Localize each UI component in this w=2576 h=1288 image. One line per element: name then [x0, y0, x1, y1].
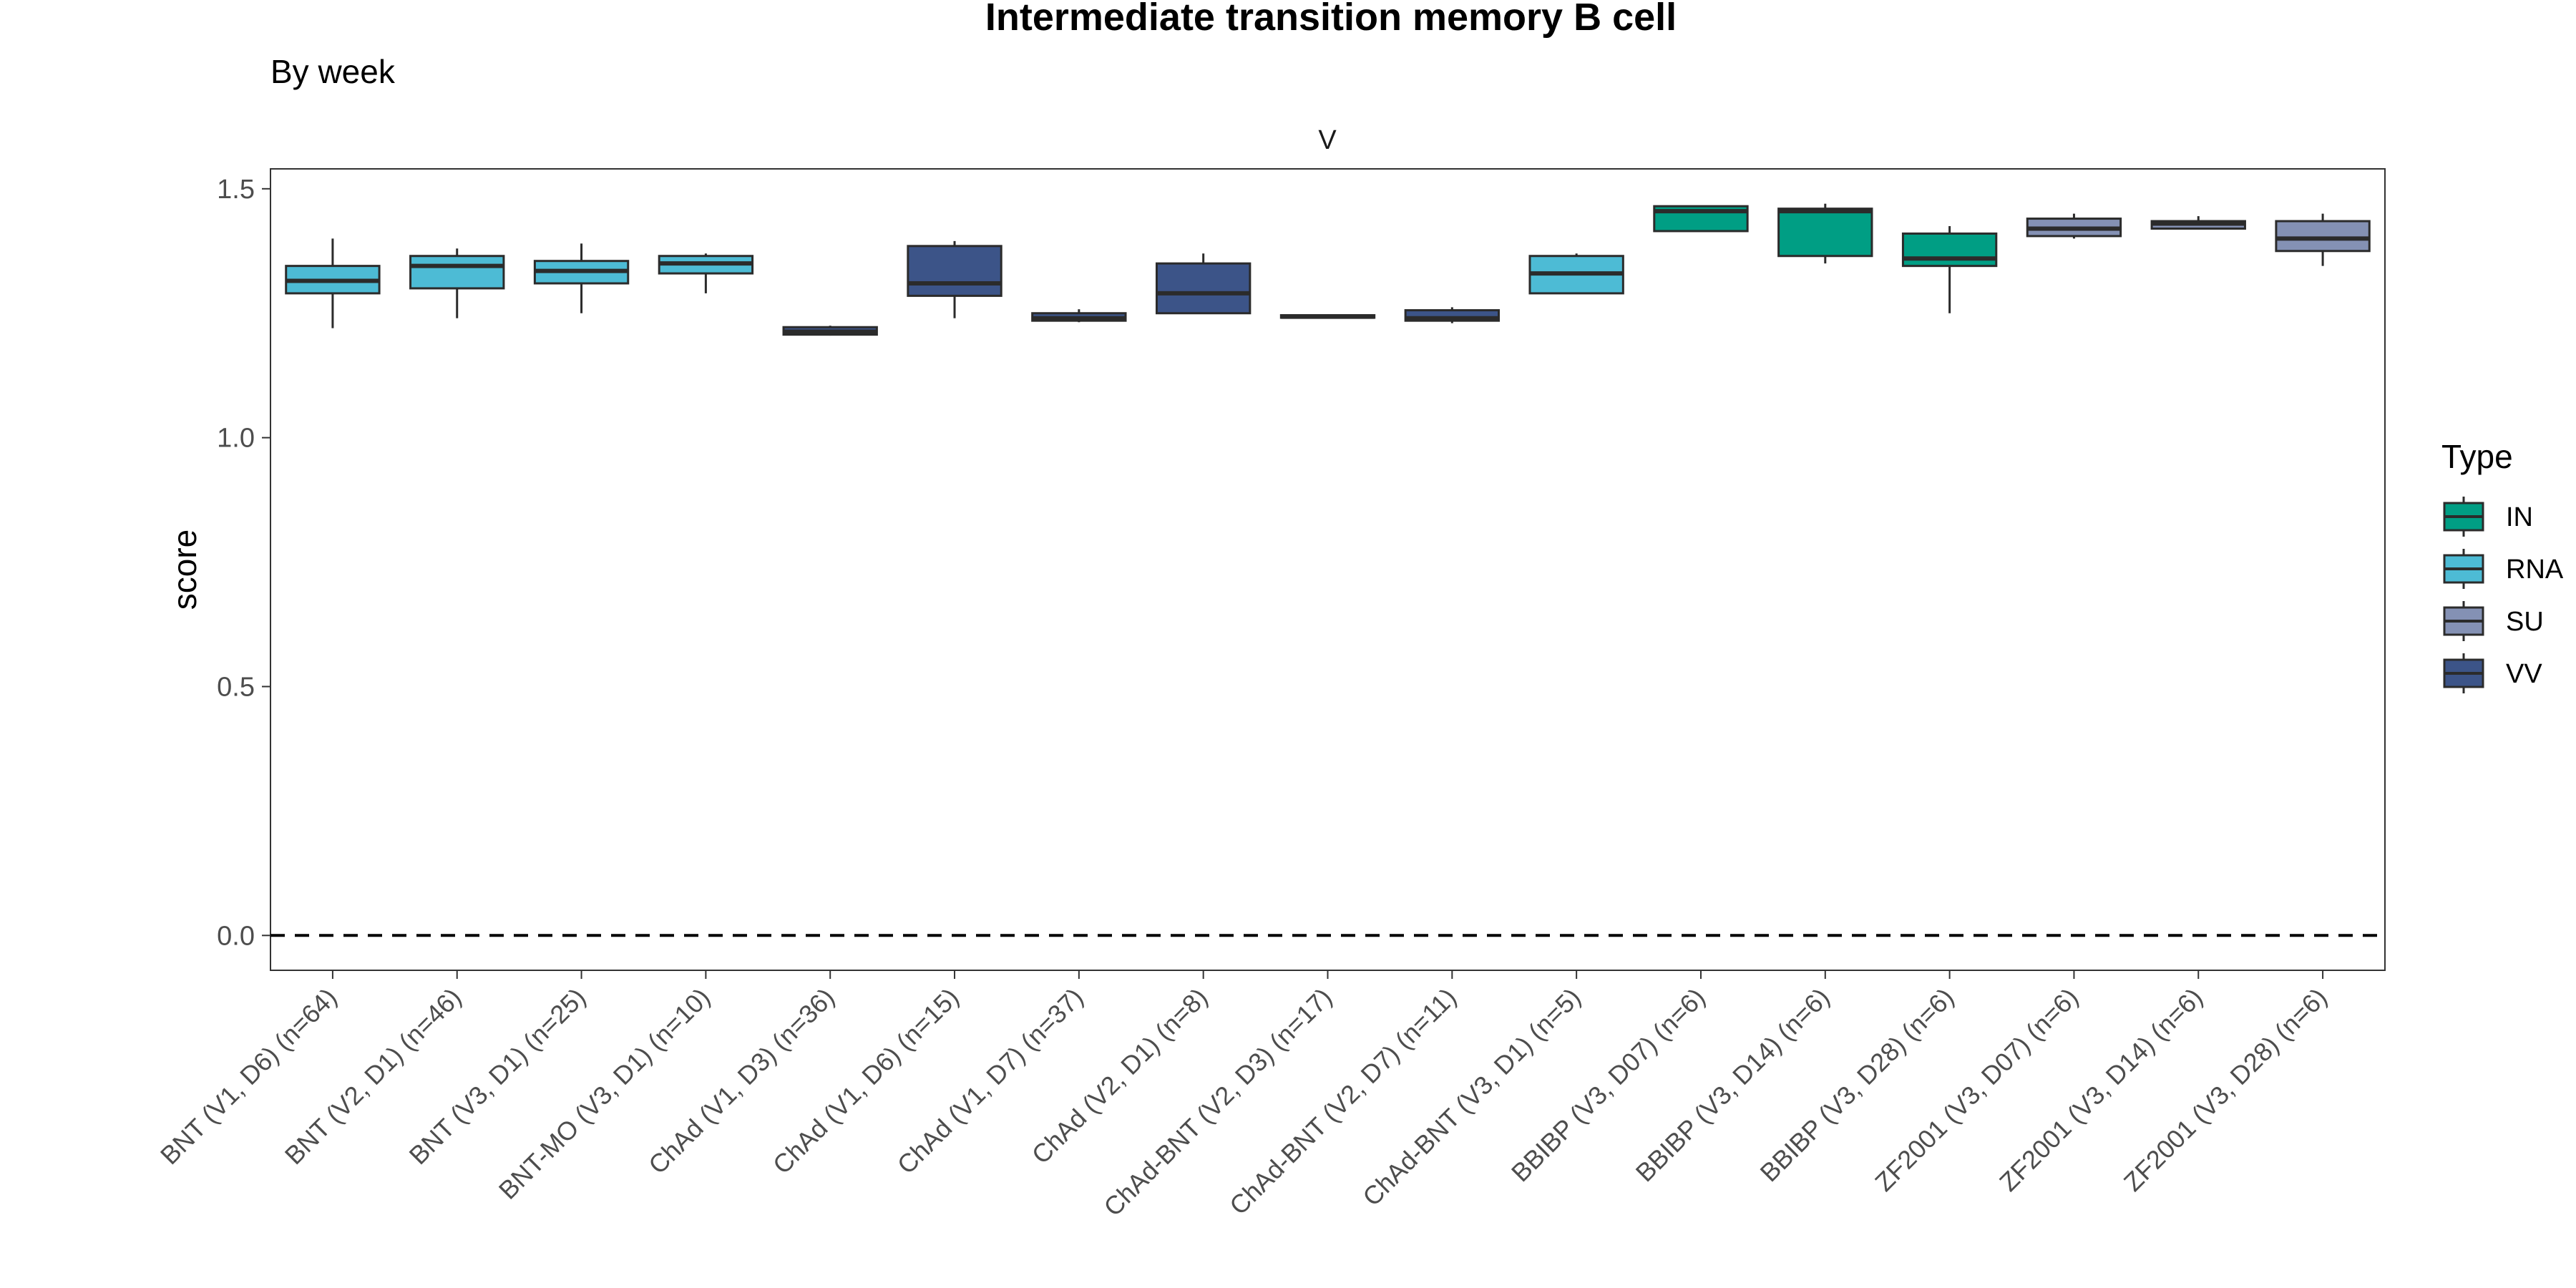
box-iqr [1901, 232, 1998, 268]
boxplots [285, 203, 2371, 336]
boxplot [1031, 309, 1127, 323]
x-tick-label: ZF2001 (V3, D07) (n=6) [1869, 982, 2084, 1197]
facet-strip-label: V [1318, 125, 1337, 155]
x-tick-label: ZF2001 (V3, D28) (n=6) [2118, 982, 2333, 1197]
legend-label: IN [2506, 502, 2533, 532]
x-tick-label: ChAd-BNT (V3, D1) (n=5) [1357, 982, 1586, 1212]
chart-subtitle: By week [270, 53, 396, 90]
boxplot [907, 240, 1002, 318]
boxplot [1901, 226, 1998, 313]
legend-label: VV [2506, 659, 2542, 689]
legend-key [2443, 601, 2484, 641]
box-iqr [907, 245, 1002, 297]
boxplot [1279, 314, 1376, 319]
boxplot [658, 253, 754, 293]
y-tick-label: 0.5 [217, 672, 255, 702]
boxplot [533, 243, 630, 313]
boxplot [2275, 213, 2371, 266]
boxplot [1653, 205, 1749, 233]
boxplot [1155, 253, 1252, 315]
legend-title: Type [2441, 438, 2513, 475]
box-iqr [1777, 208, 1873, 258]
boxplot [1528, 253, 1624, 295]
y-tick-label: 1.0 [217, 424, 255, 454]
boxplot [2026, 213, 2122, 239]
legend-label: RNA [2506, 555, 2564, 585]
x-tick-label: ZF2001 (V3, D14) (n=6) [1994, 982, 2208, 1197]
boxplot [409, 248, 505, 318]
legend-key [2443, 549, 2484, 589]
y-tick-label: 1.5 [217, 175, 255, 205]
legend-label: SU [2506, 607, 2544, 637]
legend-key [2443, 497, 2484, 537]
plot-panel-border [270, 168, 2386, 971]
legend-key [2443, 653, 2484, 693]
box-iqr [2275, 220, 2371, 253]
x-tick-label: BNT-MO (V3, D1) (n=10) [493, 982, 716, 1205]
boxplot [782, 326, 878, 336]
box-iqr [1155, 262, 1252, 315]
y-axis: 0.0 0.5 1.0 1.5 [217, 175, 270, 951]
legend: Type IN RNA SU VV [2441, 438, 2564, 693]
boxplot [2150, 216, 2246, 230]
boxplot [1404, 307, 1501, 323]
box-iqr [409, 255, 505, 290]
y-tick-label: 0.0 [217, 921, 255, 951]
x-axis: BNT (V1, D6) (n=64)BNT (V2, D1) (n=46)BN… [155, 970, 2333, 1221]
chart-title: Intermediate transition memory B cell [985, 0, 1677, 39]
x-tick-label: ChAd-BNT (V2, D3) (n=17) [1098, 982, 1337, 1222]
boxplot [285, 238, 381, 328]
y-axis-label: score [166, 530, 203, 610]
x-tick-label: ChAd-BNT (V2, D7) (n=11) [1224, 982, 1462, 1221]
boxplot [1777, 203, 1873, 264]
